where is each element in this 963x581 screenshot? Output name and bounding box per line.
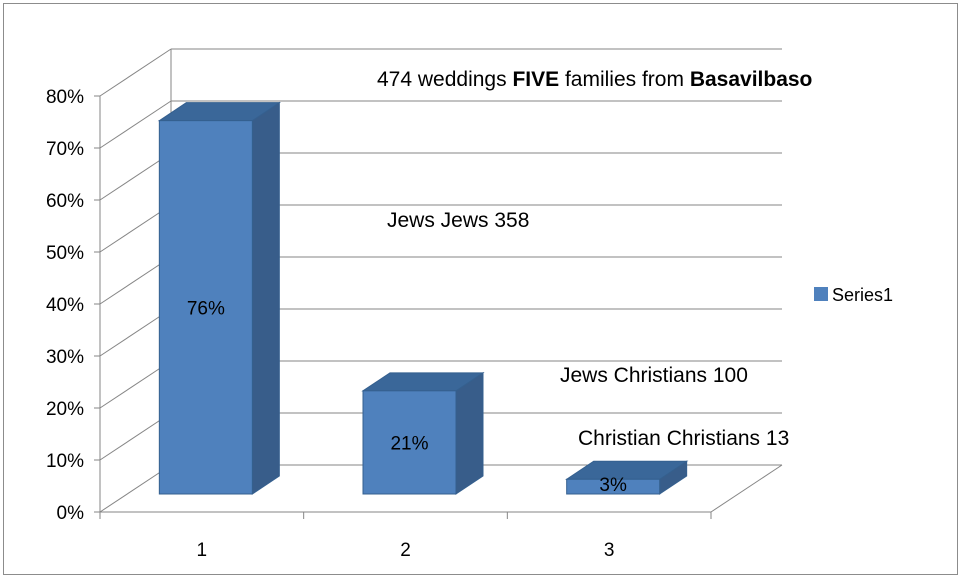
x-category-label: 2 (400, 540, 411, 561)
legend-label: Series1 (832, 285, 893, 305)
x-category-label: 3 (604, 540, 615, 561)
side-wall-gridline (99, 48, 172, 97)
bar-data-label: 3% (599, 475, 627, 496)
bar-front-face (362, 390, 457, 495)
y-tick-label: 0% (57, 503, 85, 524)
y-tick-label: 60% (46, 191, 84, 212)
title-part: Basavilbaso (690, 68, 813, 91)
y-tick-label: 20% (46, 399, 84, 420)
annotation-jews-jews: Jews Jews 358 (387, 209, 529, 232)
bar-side-face (455, 371, 484, 495)
chart-title-annotation: 474 weddings FIVE families from Basavilb… (377, 68, 812, 91)
title-part: families from (559, 68, 690, 91)
y-tick-label: 30% (46, 347, 84, 368)
bar-data-label: 76% (187, 298, 225, 319)
y-tick-label: 80% (46, 87, 84, 108)
title-part: 474 weddings (377, 68, 512, 91)
y-tick-label: 70% (46, 139, 84, 160)
legend-swatch (814, 287, 828, 301)
floor-right-edge (710, 464, 783, 513)
bar-front-face (566, 478, 661, 495)
bar-front-face (158, 120, 253, 495)
chart-svg: 0% 10% 20% 30% 40% 50% 60% 70% 80% 1 2 3 76% 21% 3% 474… (46, 48, 893, 561)
side-wall-gridline (99, 100, 172, 149)
annotation-christian-christians: Christian Christians 13 (578, 427, 789, 450)
x-category-label: 1 (197, 540, 208, 561)
y-tick-label: 40% (46, 295, 84, 316)
y-tick-label: 10% (46, 451, 84, 472)
bar-data-label: 21% (390, 433, 428, 454)
chart-frame: 0% 10% 20% 30% 40% 50% 60% 70% 80% 1 2 3 76% 21% 3% 474… (3, 3, 958, 575)
bar-side-face (251, 101, 280, 495)
title-part: FIVE (512, 68, 559, 91)
y-tick-label: 50% (46, 243, 84, 264)
annotation-jews-christians: Jews Christians 100 (560, 364, 748, 387)
